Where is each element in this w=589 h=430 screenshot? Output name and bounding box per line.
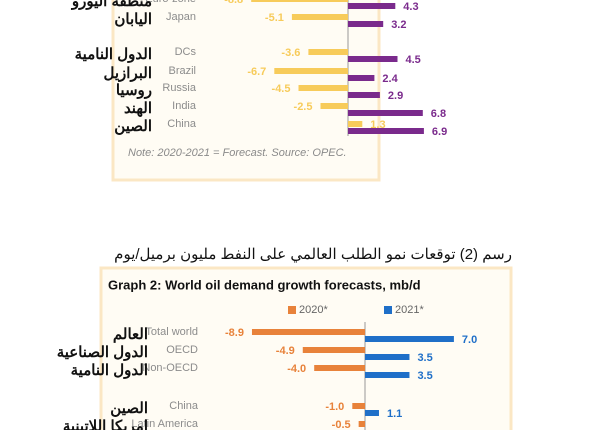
category-label: Non-OECD	[142, 362, 198, 374]
value-label: 3.5	[417, 370, 432, 382]
legend-label: 2021*	[395, 304, 424, 316]
value-label: 3.2	[391, 19, 406, 31]
bar	[348, 121, 363, 127]
bar	[274, 68, 348, 74]
value-label: -5.1	[265, 12, 284, 24]
bar	[358, 421, 365, 427]
bar	[291, 14, 348, 20]
category-label: Japan	[166, 11, 196, 23]
category-label-ar: العالم	[113, 326, 148, 343]
value-label: 7.0	[462, 334, 477, 346]
bar	[365, 354, 410, 360]
bar	[365, 336, 454, 342]
bar	[365, 372, 410, 378]
category-label-ar: روسيا	[116, 82, 152, 99]
value-label: 6.9	[432, 126, 447, 138]
bar	[348, 21, 384, 27]
note: Note: 2020-2021 = Forecast. Source: OPEC…	[128, 147, 347, 159]
value-label: -8.9	[225, 327, 244, 339]
value-label: 6.8	[431, 108, 446, 120]
category-label-ar: الصين	[110, 400, 148, 417]
bar	[298, 85, 348, 91]
category-label-ar: منطقة اليورو	[71, 0, 152, 10]
value-label: -4.9	[276, 345, 295, 357]
value-label: 3.5	[417, 352, 432, 364]
category-label-ar: الدول النامية	[75, 46, 152, 63]
bar	[365, 410, 379, 416]
bar	[348, 110, 423, 116]
category-label-ar: اليابان	[114, 11, 152, 28]
category-label: Brazil	[168, 65, 196, 77]
value-label: 1.3	[370, 119, 385, 131]
category-label: Russia	[162, 82, 197, 94]
value-label: -4.5	[272, 83, 291, 95]
category-label: India	[172, 100, 197, 112]
bar	[251, 0, 348, 2]
category-label-ar: البرازيل	[104, 65, 153, 82]
legend-swatch	[384, 306, 392, 314]
bar	[352, 403, 365, 409]
category-label: China	[167, 118, 197, 130]
value-label: -1.0	[325, 401, 344, 413]
chart-title: Graph 2: World oil demand growth forecas…	[108, 277, 421, 292]
bar	[348, 56, 398, 62]
bar	[302, 347, 365, 353]
category-label: Total world	[145, 326, 198, 338]
value-label: -3.6	[281, 47, 300, 59]
category-label: Latin America	[131, 418, 199, 430]
bar	[314, 365, 365, 371]
bar	[348, 75, 375, 81]
caption-ar: رسم (2) توقعات نمو الطلب العالمي على الن…	[114, 246, 512, 263]
value-label: -8.8	[224, 0, 243, 6]
bar	[348, 92, 380, 98]
bar	[348, 128, 424, 134]
value-label: 2.9	[388, 90, 403, 102]
category-label: OECD	[166, 344, 198, 356]
bar	[320, 103, 348, 109]
category-label-ar: الدول النامية	[71, 362, 148, 379]
value-label: -2.5	[294, 101, 313, 113]
value-label: -0.5	[332, 419, 351, 430]
category-label: Euro-zone	[145, 0, 196, 5]
legend-label: 2020*	[299, 304, 328, 316]
category-label: DCs	[175, 46, 197, 58]
value-label: 1.1	[387, 408, 402, 420]
value-label: 4.5	[406, 54, 421, 66]
category-label-ar: الدول الصناعية	[57, 344, 148, 361]
category-label-ar: الصين	[114, 118, 152, 135]
value-label: -4.0	[287, 363, 306, 375]
bar	[251, 329, 365, 335]
bar	[308, 49, 348, 55]
value-label: 4.3	[403, 1, 418, 13]
category-label-ar: امريكا اللاتينية	[63, 418, 148, 430]
category-label: China	[169, 400, 199, 412]
value-label: 2.4	[382, 73, 398, 85]
category-label-ar: الهند	[124, 100, 152, 117]
legend-swatch	[288, 306, 296, 314]
value-label: -6.7	[247, 66, 266, 78]
bar	[348, 3, 396, 9]
